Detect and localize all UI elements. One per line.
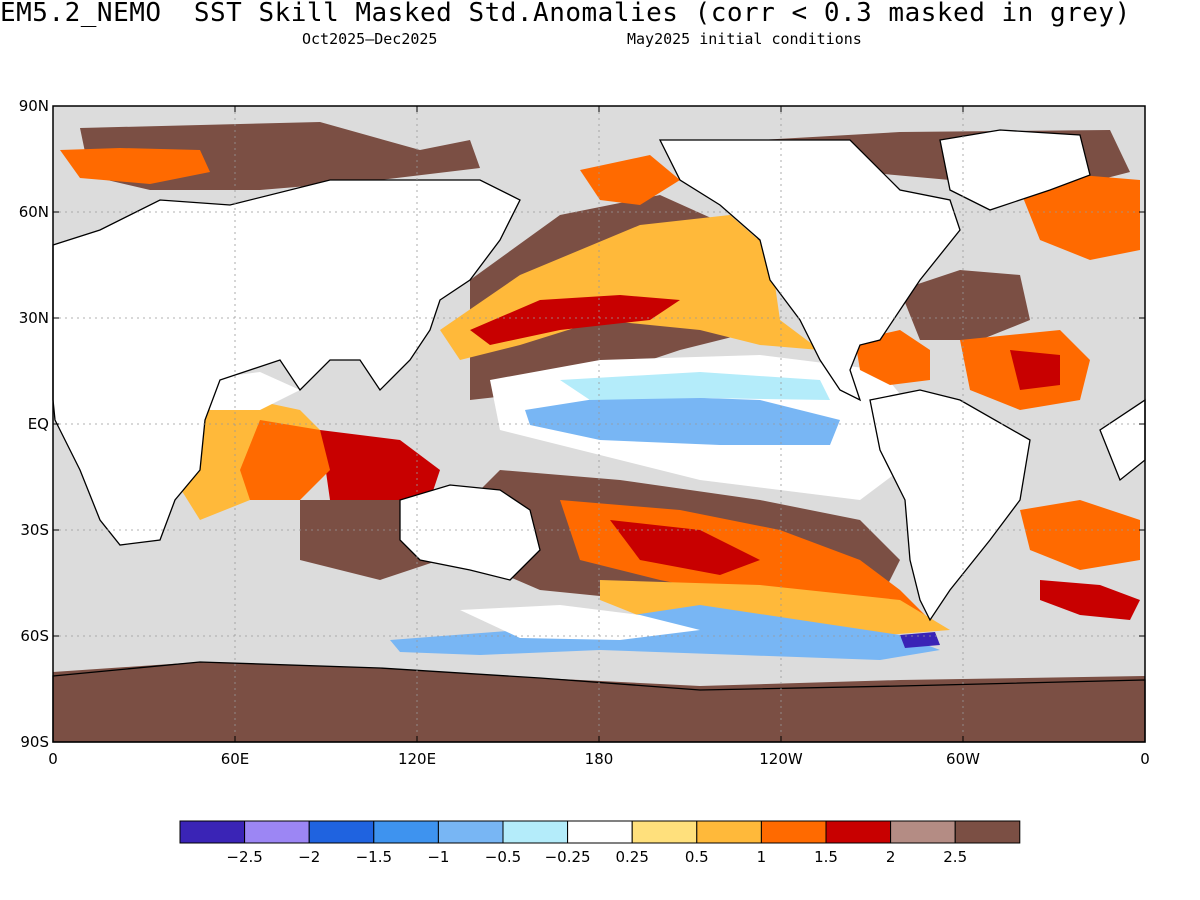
colorbar-label: −0.25 [545,848,591,866]
lat-label: 90S [20,733,49,751]
south-atlantic-warm [1020,500,1140,570]
south-pacific-red [610,520,760,575]
lat-label: 60N [19,203,49,221]
colorbar-swatch [760,820,827,844]
lon-label: 0 [1140,750,1150,768]
antarctic-anomaly [53,662,1145,742]
colorbar-label: 2 [886,848,896,866]
southern-ocean-white [460,605,700,640]
colorbar-swatch [631,820,698,844]
colorbar-label: −1 [427,848,449,866]
colorbar-label: 1 [757,848,767,866]
north-america [658,139,961,402]
colorbar-swatch [825,820,892,844]
lat-label: 30N [19,309,49,327]
colorbar: −2.5 −2 −1.5 −1 −0.5 −0.25 0.25 0.5 1 1.5 2 2.5 [179,820,1021,866]
chart-title: EM5.2_NEMO SST Skill Masked Std.Anomalie… [0,0,1131,28]
indian-ocean-orange [240,420,330,500]
initial-conditions: May2025 initial conditions [627,30,862,48]
graticule [53,106,1145,742]
colorbar-label: −1.5 [356,848,392,866]
forecast-period: Oct2025–Dec2025 [302,30,438,48]
lon-label: 120E [398,750,436,768]
north-atlantic-warm [1020,175,1140,260]
colorbar-swatch [437,820,504,844]
south-atlantic-red [1040,580,1140,620]
continents [52,129,1146,743]
lon-label: 120W [759,750,803,768]
colorbar-swatch [179,820,246,844]
colorbar-label: −2.5 [226,848,262,866]
arctic-warm-north [60,148,210,184]
colorbar-label: −2 [298,848,320,866]
lon-label: 60W [946,750,980,768]
gulf-of-mexico-orange [855,330,930,385]
lat-label: 90N [19,97,49,115]
australia [399,484,541,581]
lat-label: EQ [28,415,49,433]
equatorial-pacific-lightblue [560,372,830,400]
north-atlantic-brown [900,270,1030,340]
lat-label: 60S [20,627,49,645]
greenland [939,129,1091,211]
lon-label: 0 [48,750,58,768]
lon-label: 180 [585,750,614,768]
north-pacific-red [470,295,680,345]
bering-warm [580,155,680,205]
colorbar-swatch [567,820,633,844]
lon-label: 60E [221,750,250,768]
tropical-atlantic-red [1010,350,1060,390]
south-america [869,389,1031,622]
southern-ocean-orange [600,580,950,640]
equatorial-pacific-cool [525,395,840,445]
arabian-sea-white [200,372,300,410]
colorbar-swatch [696,820,762,844]
lat-label: 30S [20,521,49,539]
colorbar-swatch [954,820,1021,844]
colorbar-swatch [502,820,569,844]
colorbar-label: −0.5 [485,848,521,866]
colorbar-label: 0.25 [615,848,648,866]
colorbar-label: 2.5 [943,848,967,866]
colorbar-label: 1.5 [814,848,838,866]
colorbar-swatch [890,820,956,844]
colorbar-swatch [308,820,375,844]
colorbar-swatch [244,820,310,844]
colorbar-label: 0.5 [685,848,709,866]
eurasia-africa [52,179,521,546]
colorbar-swatch [373,820,439,844]
